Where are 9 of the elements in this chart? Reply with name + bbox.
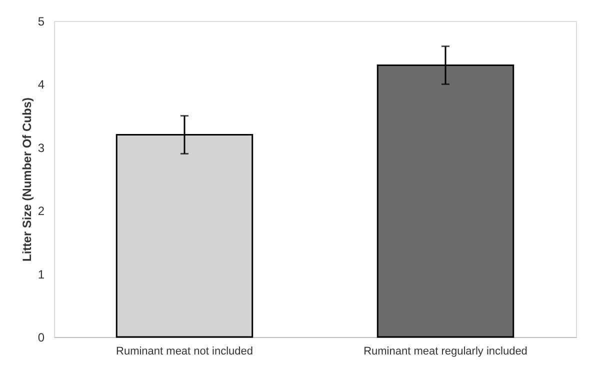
y-tick-label: 0 bbox=[38, 330, 45, 344]
y-tick-label: 2 bbox=[38, 204, 45, 218]
y-tick-label: 4 bbox=[38, 78, 45, 92]
x-tick-label: Ruminant meat not included bbox=[116, 346, 253, 358]
y-axis-title: Litter Size (Number Of Cubs) bbox=[20, 97, 34, 262]
y-tick-label: 3 bbox=[38, 140, 45, 155]
y-tick-label: 1 bbox=[38, 267, 45, 282]
y-tick-label: 5 bbox=[38, 14, 45, 28]
x-tick-label: Ruminant meat regularly included bbox=[364, 346, 528, 358]
